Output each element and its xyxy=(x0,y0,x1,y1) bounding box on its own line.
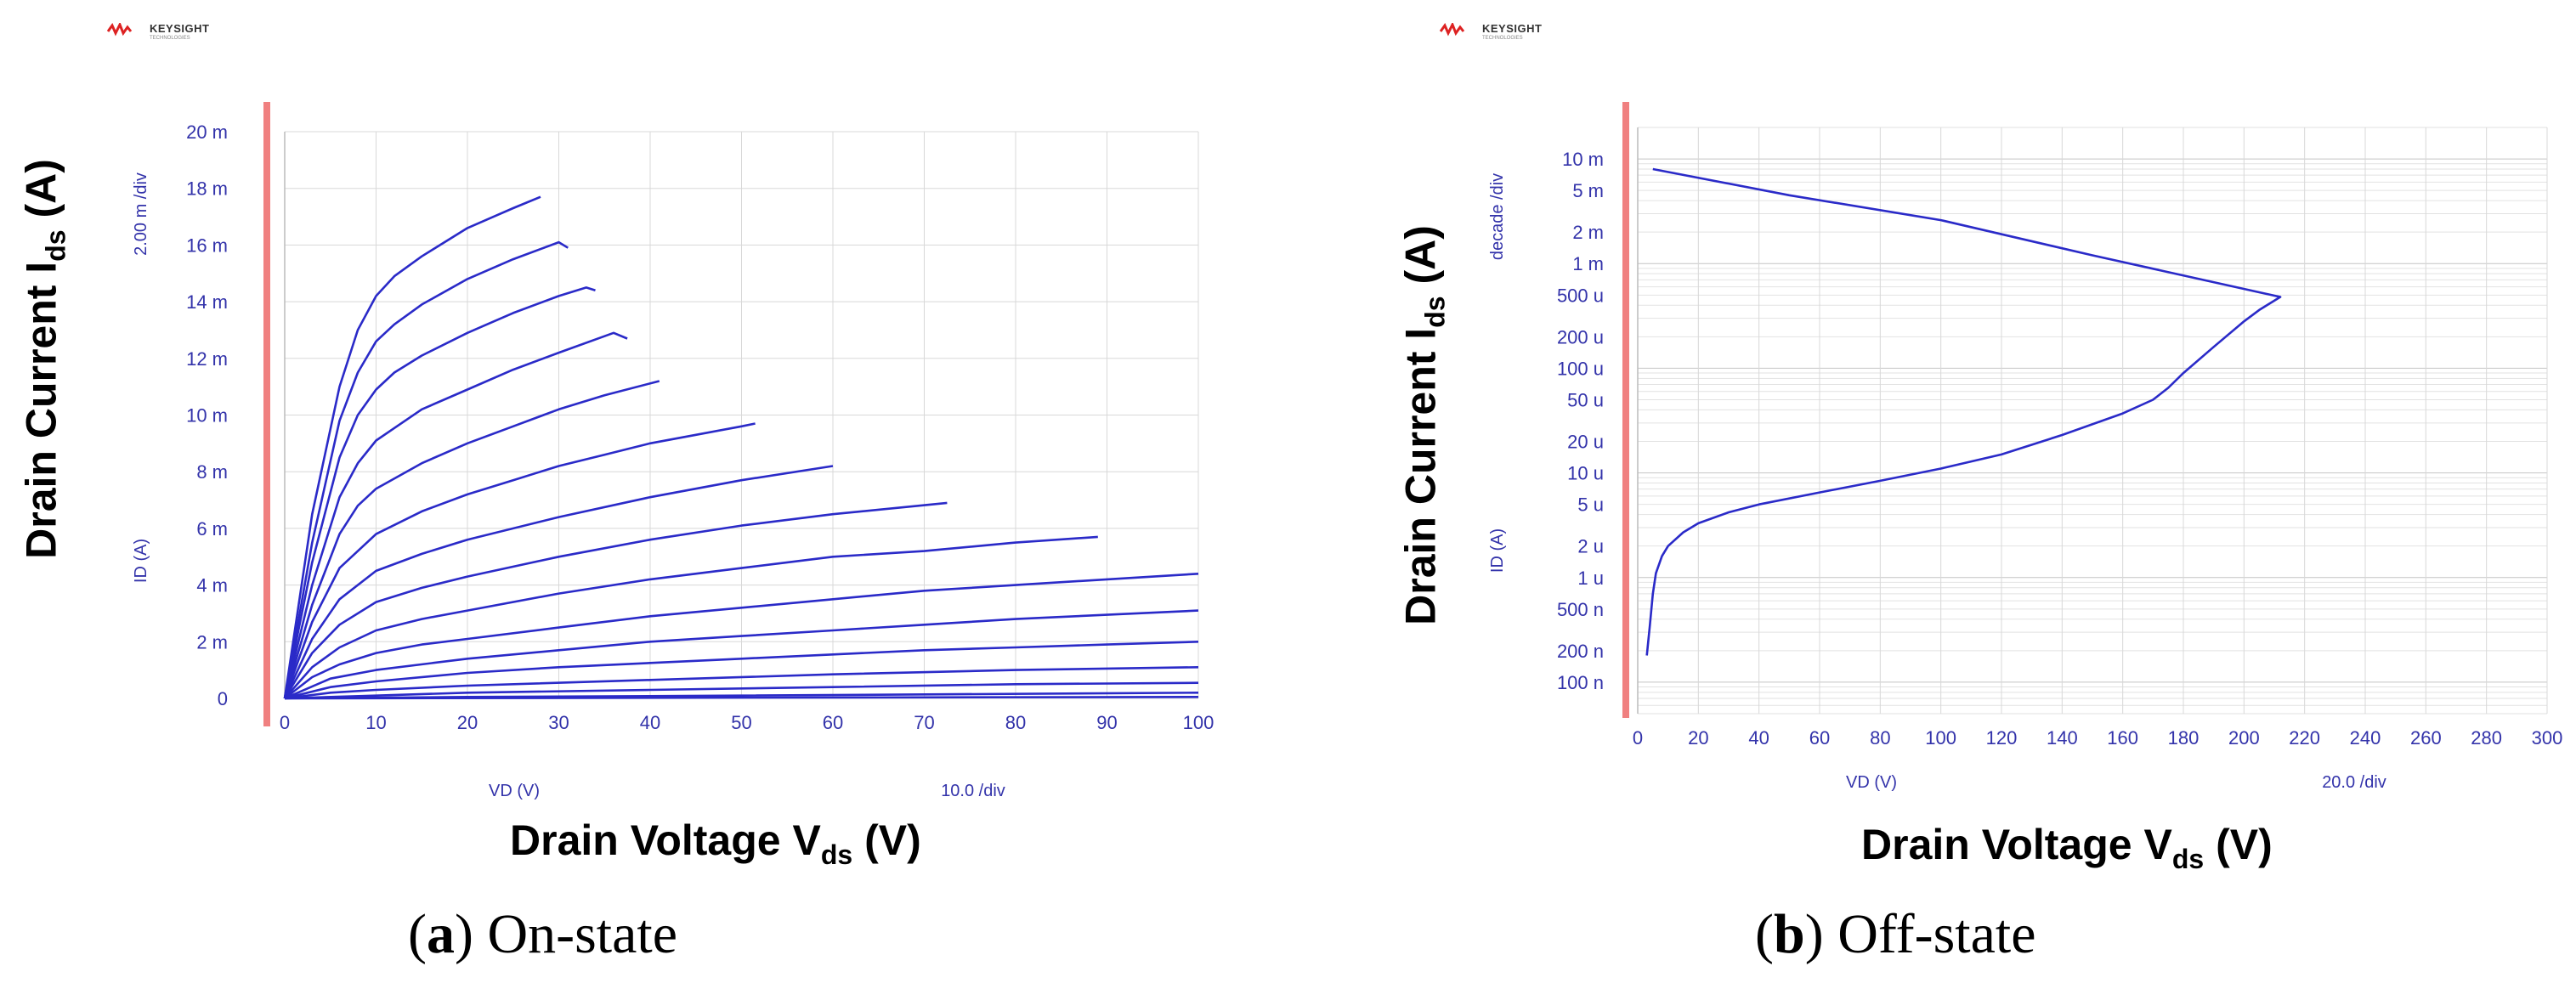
y-tick-label: 20 u xyxy=(1567,432,1604,453)
on-state-chart: 0 10 20 30 40 50 60 70 80 90 100 0 2 m 4 m 6 m 8 m 10 m 1… xyxy=(132,102,1214,800)
y-tick-label: 2 m xyxy=(1572,222,1604,243)
x-tick-label: 0 xyxy=(280,712,290,733)
x-tick-label: 0 xyxy=(1633,727,1643,749)
x-tick-label: 40 xyxy=(640,712,660,733)
x-tick-label: 200 xyxy=(2228,727,2260,749)
x-tick-label: 90 xyxy=(1096,712,1117,733)
y-tick-label: 500 n xyxy=(1557,599,1604,620)
brand-logo xyxy=(1439,20,1494,37)
series-line-curve-6 xyxy=(283,422,756,699)
series-line-curve-3 xyxy=(283,286,596,699)
y-tick-label: 2 u xyxy=(1577,536,1604,557)
y-tick-label: 6 m xyxy=(196,518,228,540)
y-scale-label: decade /div xyxy=(1488,173,1507,260)
x-axis-title: Drain Voltage Vds (V) xyxy=(1861,821,2273,874)
x-tick-label: 120 xyxy=(1986,727,2018,749)
series-line-curve-11 xyxy=(284,609,1199,700)
x-scale-label: 10.0 /div xyxy=(941,782,1005,800)
series-line-curve-7 xyxy=(283,465,834,699)
series-line-curve-2 xyxy=(283,240,569,699)
red-marker-bar xyxy=(1622,102,1629,718)
brand-name: KEYSIGHT xyxy=(1482,22,1543,35)
x-tick-label: 70 xyxy=(914,712,934,733)
series-line-curve-12 xyxy=(284,641,1199,700)
y-axis-title: Drain Current Ids (A) xyxy=(17,159,71,559)
caption-a: (a) On-state xyxy=(408,903,678,965)
y-tick-label: 18 m xyxy=(186,178,228,200)
keysight-logo-icon xyxy=(106,21,133,37)
x-tick-label: 160 xyxy=(2107,727,2138,749)
brand-name: KEYSIGHT xyxy=(150,22,210,35)
caption-b: (b) Off-state xyxy=(1755,903,2036,965)
x-tick-label: 100 xyxy=(1925,727,1956,749)
y-tick-label: 100 u xyxy=(1557,358,1604,379)
series-line-curve-1 xyxy=(283,195,541,699)
x-tick-label: 260 xyxy=(2410,727,2442,749)
x-tick-label: 50 xyxy=(731,712,751,733)
x-tick-label: 240 xyxy=(2350,727,2381,749)
series-line-curve-16 xyxy=(284,695,1199,700)
series-line-curve-9 xyxy=(284,535,1098,699)
x-axis-title: Drain Voltage Vds (V) xyxy=(510,816,921,870)
x-tick-label: 40 xyxy=(1748,727,1769,749)
chart-panel-b: KEYSIGHT TECHNOLOGIES 0 20 40 60 80 100 120 140… xyxy=(1288,0,2576,1000)
y-tick-label: 4 m xyxy=(196,575,228,596)
x-tick-label: 140 xyxy=(2047,727,2078,749)
series-line-curve-4 xyxy=(283,331,628,699)
x-tick-label: 20 xyxy=(1688,727,1708,749)
y-tick-label: 16 m xyxy=(186,234,228,256)
y-tick-label: 5 m xyxy=(1572,180,1604,201)
chart-panel-a: KEYSIGHT TECHNOLOGIES 0 10 20 30 40 50 60 70 80 9… xyxy=(17,20,1214,965)
y-tick-label: 14 m xyxy=(186,291,228,313)
series-line-curve-14 xyxy=(284,681,1199,700)
y-tick-label: 0 xyxy=(218,688,228,709)
off-state-chart: 0 20 40 60 80 100 120 140 160 180 200 220 240 260 280 3… xyxy=(1488,102,2563,792)
y-axis-title: Drain Current Ids (A) xyxy=(1396,225,1451,625)
y-tick-label: 1 u xyxy=(1577,568,1604,589)
y-tick-label: 10 u xyxy=(1567,463,1604,484)
y-tick-label: 20 m xyxy=(186,121,228,143)
x-tick-label: 80 xyxy=(1005,712,1026,733)
y-tick-label: 50 u xyxy=(1567,389,1604,410)
x-tick-label: 20 xyxy=(457,712,478,733)
y-axis-name: ID (A) xyxy=(132,539,150,583)
y-tick-label: 12 m xyxy=(186,348,228,370)
y-scale-label: 2.00 m /div xyxy=(132,172,150,256)
x-axis-name: VD (V) xyxy=(1846,773,1897,792)
y-tick-label: 10 m xyxy=(1562,149,1604,170)
x-tick-label: 30 xyxy=(548,712,569,733)
x-axis-name: VD (V) xyxy=(489,782,540,800)
y-tick-label: 100 n xyxy=(1557,672,1604,693)
x-tick-label: 10 xyxy=(365,712,386,733)
x-tick-label: 60 xyxy=(823,712,843,733)
series-line-off-state-sweep xyxy=(1645,167,2282,656)
red-marker-bar xyxy=(263,102,270,726)
x-tick-label: 100 xyxy=(1183,712,1214,733)
keysight-logo-icon xyxy=(1439,21,1465,37)
x-tick-label: 220 xyxy=(2289,727,2320,749)
series-line-curve-5 xyxy=(283,380,660,699)
y-tick-label: 1 m xyxy=(1572,253,1604,274)
x-tick-label: 180 xyxy=(2168,727,2200,749)
y-axis-name: ID (A) xyxy=(1488,528,1507,573)
y-tick-label: 8 m xyxy=(196,461,228,483)
x-tick-label: 300 xyxy=(2532,727,2563,749)
x-scale-label: 20.0 /div xyxy=(2322,773,2386,792)
y-tick-label: 10 m xyxy=(186,405,228,427)
y-tick-label: 200 u xyxy=(1557,326,1604,347)
y-tick-label: 500 u xyxy=(1557,285,1604,306)
y-tick-label: 2 m xyxy=(196,631,228,653)
y-tick-label: 5 u xyxy=(1577,494,1604,516)
series-line-curve-8 xyxy=(283,501,948,699)
brand-subtitle: TECHNOLOGIES xyxy=(1482,36,1523,41)
brand-subtitle: TECHNOLOGIES xyxy=(150,36,190,41)
x-tick-label: 280 xyxy=(2471,727,2502,749)
series-line-curve-10 xyxy=(284,573,1199,700)
x-tick-label: 60 xyxy=(1809,727,1830,749)
series-line-curve-13 xyxy=(284,666,1199,700)
x-tick-label: 80 xyxy=(1870,727,1890,749)
brand-logo xyxy=(106,20,161,37)
y-tick-label: 200 n xyxy=(1557,641,1604,662)
